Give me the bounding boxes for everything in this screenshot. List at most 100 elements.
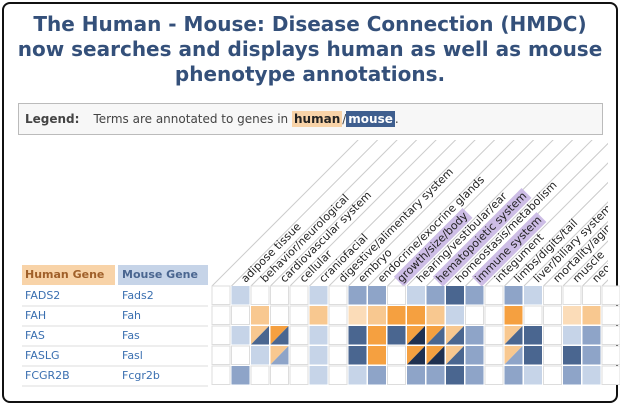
header-divider xyxy=(445,140,593,287)
header-divider xyxy=(504,181,608,287)
cell xyxy=(387,285,406,305)
cell xyxy=(368,346,386,365)
mouse-gene[interactable]: Fads2 xyxy=(122,289,154,302)
cell xyxy=(484,365,504,385)
cell xyxy=(368,306,386,325)
cell xyxy=(231,286,250,305)
cell xyxy=(328,305,348,325)
cell xyxy=(309,366,328,385)
cell xyxy=(231,305,250,325)
table-body: FADS2 Fads2 FAH Fah FAS Fas FASLG Fasl FCGR2B Fcg… xyxy=(22,285,620,387)
human-gene[interactable]: FCGR2B xyxy=(25,369,70,382)
cell xyxy=(250,365,270,385)
cell xyxy=(211,345,231,365)
mouse-header: Mouse Gene xyxy=(122,268,198,281)
cell xyxy=(426,366,445,385)
cell xyxy=(309,306,328,325)
human-gene[interactable]: FAS xyxy=(25,329,45,342)
human-gene[interactable]: FASLG xyxy=(25,349,59,362)
cell xyxy=(328,285,348,305)
cell xyxy=(563,346,581,365)
cell xyxy=(543,325,562,345)
legend-mouse: mouse xyxy=(346,111,395,127)
cell xyxy=(250,285,270,305)
cell xyxy=(270,365,289,385)
cell-mouse xyxy=(504,326,523,345)
header-divider xyxy=(582,259,608,287)
legend-separator: / xyxy=(342,112,347,126)
legend-human: human xyxy=(292,111,343,127)
cell xyxy=(368,286,386,305)
header-divider xyxy=(367,140,515,287)
cell xyxy=(563,366,581,385)
mouse-gene[interactable]: Fas xyxy=(122,329,140,342)
cell xyxy=(211,285,231,305)
legend: Legend: Terms are annotated to genes in h… xyxy=(18,103,603,135)
cell xyxy=(251,346,269,365)
cell xyxy=(368,366,386,385)
cell xyxy=(309,326,328,345)
cell-mouse xyxy=(426,346,445,365)
cell xyxy=(523,305,543,325)
cell xyxy=(231,345,250,365)
cell xyxy=(582,306,601,325)
title: The Human - Mouse: Disease Connection (H… xyxy=(17,12,603,86)
cell xyxy=(211,365,231,385)
column-header: nervous system xyxy=(609,214,620,285)
cell xyxy=(407,366,425,385)
cell xyxy=(251,306,269,325)
cell xyxy=(387,306,406,325)
cell xyxy=(289,325,309,345)
mouse-gene[interactable]: Fasl xyxy=(122,349,143,362)
cell xyxy=(348,286,367,305)
cell xyxy=(524,346,542,365)
cell xyxy=(543,365,562,385)
human-header-bg xyxy=(22,265,115,285)
cell xyxy=(348,306,367,325)
cell-mouse xyxy=(270,326,289,345)
human-gene[interactable]: FAH xyxy=(25,309,46,322)
cell xyxy=(407,306,425,325)
header-divider xyxy=(250,140,398,287)
mouse-gene[interactable]: Fcgr2b xyxy=(122,369,160,382)
cell xyxy=(328,325,348,345)
mouse-header-bg xyxy=(118,265,208,285)
cell xyxy=(465,305,484,325)
cell xyxy=(484,325,504,345)
cell xyxy=(601,345,620,365)
legend-end: . xyxy=(394,112,399,126)
cell xyxy=(231,326,250,345)
cell xyxy=(328,365,348,385)
cell-mouse xyxy=(407,346,425,365)
cell xyxy=(504,286,523,305)
cell xyxy=(484,285,504,305)
cell xyxy=(328,345,348,365)
cell xyxy=(465,326,484,345)
cell-mouse xyxy=(446,346,464,365)
header-highlight xyxy=(471,212,547,287)
human-gene[interactable]: FADS2 xyxy=(25,289,60,302)
header-divider xyxy=(270,140,418,287)
header-divider xyxy=(406,140,554,287)
cell xyxy=(289,305,309,325)
cell xyxy=(484,305,504,325)
header-divider xyxy=(289,140,437,287)
mouse-gene[interactable]: Fah xyxy=(122,309,141,322)
cell xyxy=(601,365,620,385)
cell xyxy=(543,285,562,305)
header-divider xyxy=(328,140,476,287)
cell xyxy=(582,346,601,365)
legend-label: Legend: xyxy=(25,112,80,126)
cell xyxy=(524,366,542,385)
header-highlight xyxy=(393,208,473,287)
cell xyxy=(270,305,289,325)
cell xyxy=(289,345,309,365)
cell xyxy=(348,346,367,365)
cell xyxy=(387,365,406,385)
legend-text: Terms are annotated to genes in xyxy=(93,112,289,126)
cell-mouse xyxy=(270,346,289,365)
cell xyxy=(446,286,464,305)
